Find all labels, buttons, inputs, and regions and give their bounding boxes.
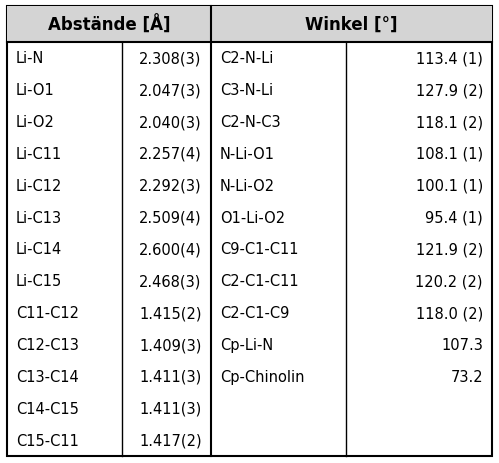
Text: Li-C13: Li-C13 xyxy=(16,210,62,225)
Text: 2.468(3): 2.468(3) xyxy=(139,274,202,289)
Text: C3-N-Li: C3-N-Li xyxy=(220,83,273,98)
Text: C14-C15: C14-C15 xyxy=(16,401,79,416)
Text: C2-C1-C9: C2-C1-C9 xyxy=(220,306,289,320)
Text: C13-C14: C13-C14 xyxy=(16,369,79,384)
Text: Cp-Chinolin: Cp-Chinolin xyxy=(220,369,304,384)
Bar xyxy=(211,7,492,43)
Text: 2.257(4): 2.257(4) xyxy=(139,147,202,162)
Text: 118.1 (2): 118.1 (2) xyxy=(416,115,483,130)
Text: 2.047(3): 2.047(3) xyxy=(139,83,202,98)
Text: 1.417(2): 1.417(2) xyxy=(139,432,202,448)
Text: Li-O2: Li-O2 xyxy=(16,115,55,130)
Text: C2-N-C3: C2-N-C3 xyxy=(220,115,280,130)
Text: 113.4 (1): 113.4 (1) xyxy=(416,51,483,66)
Text: 73.2: 73.2 xyxy=(451,369,483,384)
Text: 118.0 (2): 118.0 (2) xyxy=(416,306,483,320)
Text: Li-C12: Li-C12 xyxy=(16,178,62,194)
Text: 108.1 (1): 108.1 (1) xyxy=(416,147,483,162)
Text: N-Li-O1: N-Li-O1 xyxy=(220,147,275,162)
Text: N-Li-O2: N-Li-O2 xyxy=(220,178,275,194)
Text: C9-C1-C11: C9-C1-C11 xyxy=(220,242,298,257)
Text: O1-Li-O2: O1-Li-O2 xyxy=(220,210,285,225)
Text: Li-C11: Li-C11 xyxy=(16,147,62,162)
Text: C2-N-Li: C2-N-Li xyxy=(220,51,273,66)
Text: C15-C11: C15-C11 xyxy=(16,432,79,448)
Text: 2.040(3): 2.040(3) xyxy=(139,115,202,130)
Text: 107.3: 107.3 xyxy=(441,338,483,352)
Text: Li-O1: Li-O1 xyxy=(16,83,55,98)
Text: Winkel [°]: Winkel [°] xyxy=(305,16,398,34)
Text: 2.600(4): 2.600(4) xyxy=(139,242,202,257)
Text: Li-C14: Li-C14 xyxy=(16,242,62,257)
Text: 1.409(3): 1.409(3) xyxy=(139,338,202,352)
Text: 100.1 (1): 100.1 (1) xyxy=(416,178,483,194)
Text: C12-C13: C12-C13 xyxy=(16,338,79,352)
Text: 1.411(3): 1.411(3) xyxy=(139,369,202,384)
Text: 121.9 (2): 121.9 (2) xyxy=(416,242,483,257)
Text: Li-N: Li-N xyxy=(16,51,44,66)
Text: 120.2 (2): 120.2 (2) xyxy=(416,274,483,289)
Text: 1.411(3): 1.411(3) xyxy=(139,401,202,416)
Text: 2.509(4): 2.509(4) xyxy=(139,210,202,225)
Text: Li-C15: Li-C15 xyxy=(16,274,62,289)
Bar xyxy=(7,7,211,43)
Text: 95.4 (1): 95.4 (1) xyxy=(425,210,483,225)
Text: C2-C1-C11: C2-C1-C11 xyxy=(220,274,298,289)
Text: 2.308(3): 2.308(3) xyxy=(139,51,202,66)
Text: Cp-Li-N: Cp-Li-N xyxy=(220,338,273,352)
Text: Abstände [Å]: Abstände [Å] xyxy=(47,15,170,35)
Text: 127.9 (2): 127.9 (2) xyxy=(416,83,483,98)
Text: C11-C12: C11-C12 xyxy=(16,306,79,320)
Text: 2.292(3): 2.292(3) xyxy=(139,178,202,194)
Text: 1.415(2): 1.415(2) xyxy=(139,306,202,320)
